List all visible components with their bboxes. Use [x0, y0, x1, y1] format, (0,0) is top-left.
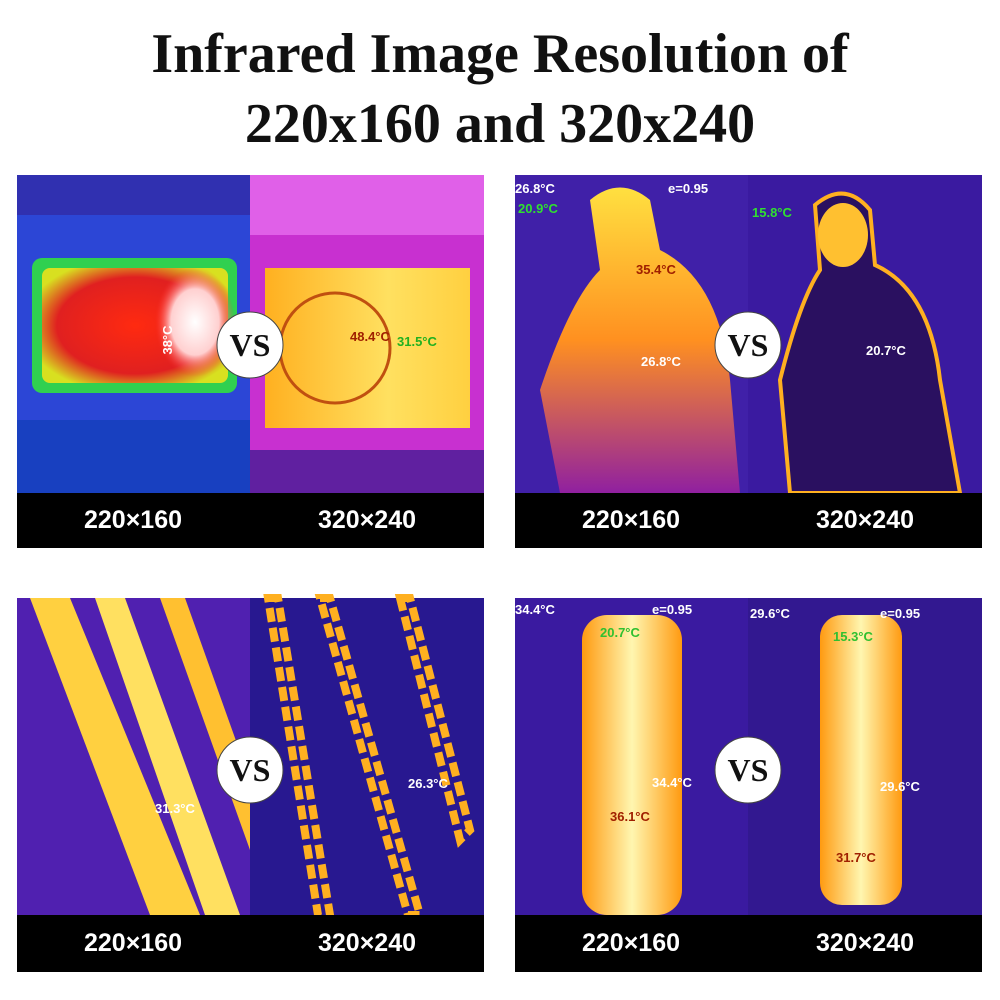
readout: 15.3°C [833, 629, 874, 644]
title-line: Infrared Image Resolution of [151, 23, 850, 85]
panel: 34.4°C e=0.95 20.7°C 34.4°C 36.1°C 29.6°… [515, 598, 982, 972]
readout: 31.5°C [397, 334, 438, 349]
thermal-image [95, 598, 240, 915]
resolution-label: 220×160 [582, 506, 680, 534]
label-bar [515, 915, 982, 972]
readout: e=0.95 [880, 606, 920, 621]
readout: 31.3°C [155, 801, 196, 816]
vs-text: VS [728, 752, 769, 788]
readout: 38°C [160, 325, 175, 355]
vs-badge [714, 311, 782, 379]
label-bar [17, 915, 484, 972]
resolution-label: 220×160 [582, 929, 680, 957]
thermal-image [777, 191, 963, 495]
readout: 35.4°C [636, 262, 677, 277]
readout: 36.1°C [610, 809, 651, 824]
title-line: 220x160 and 320x240 [245, 93, 755, 155]
thermal-image [250, 175, 484, 235]
readout: 26.8°C [515, 181, 556, 196]
thermal-image [155, 267, 235, 377]
resolution-label: 220×160 [84, 929, 182, 957]
vs-badge [216, 736, 284, 804]
readout: 20.7°C [600, 625, 641, 640]
panel: 31.3°C 26.3°C 220×160 320×240 VS [17, 594, 484, 972]
resolution-label: 320×240 [318, 929, 416, 957]
readout: 20.9°C [518, 201, 559, 216]
vs-text: VS [230, 752, 271, 788]
vs-badge [216, 311, 284, 379]
readout: 34.4°C [652, 775, 693, 790]
thermal-image [265, 268, 470, 428]
vs-text: VS [230, 327, 271, 363]
readout: 31.7°C [836, 850, 877, 865]
thermal-image [818, 203, 868, 267]
thermal-image [820, 615, 902, 905]
resolution-label: 320×240 [816, 929, 914, 957]
readout: 29.6°C [880, 779, 921, 794]
readout: e=0.95 [668, 181, 708, 196]
readout: 26.8°C [641, 354, 682, 369]
thermal-image [582, 615, 682, 915]
readout: 29.6°C [750, 606, 791, 621]
panel: 38°C 48.4°C 31.5°C 220×160 320×240 VS [17, 175, 484, 548]
vs-badge [714, 736, 782, 804]
readout: 15.8°C [752, 205, 793, 220]
readout: e=0.95 [652, 602, 692, 617]
panel: 26.8°C e=0.95 20.9°C 35.4°C 26.8°C 15.8°… [515, 175, 982, 548]
thermal-image [17, 420, 250, 493]
readout: 48.4°C [350, 329, 391, 344]
thermal-image [30, 598, 200, 915]
readout: 26.3°C [408, 776, 449, 791]
readout: 34.4°C [515, 602, 556, 617]
thermal-image [17, 175, 250, 215]
vs-text: VS [728, 327, 769, 363]
resolution-label: 220×160 [84, 506, 182, 534]
label-bar [17, 493, 484, 548]
readout: 20.7°C [866, 343, 907, 358]
thermal-image [540, 187, 740, 493]
thermal-image [314, 594, 426, 919]
thermal-image [250, 450, 484, 493]
resolution-label: 320×240 [318, 506, 416, 534]
thermal-image [394, 594, 475, 848]
label-bar [515, 493, 982, 548]
resolution-label: 320×240 [816, 506, 914, 534]
